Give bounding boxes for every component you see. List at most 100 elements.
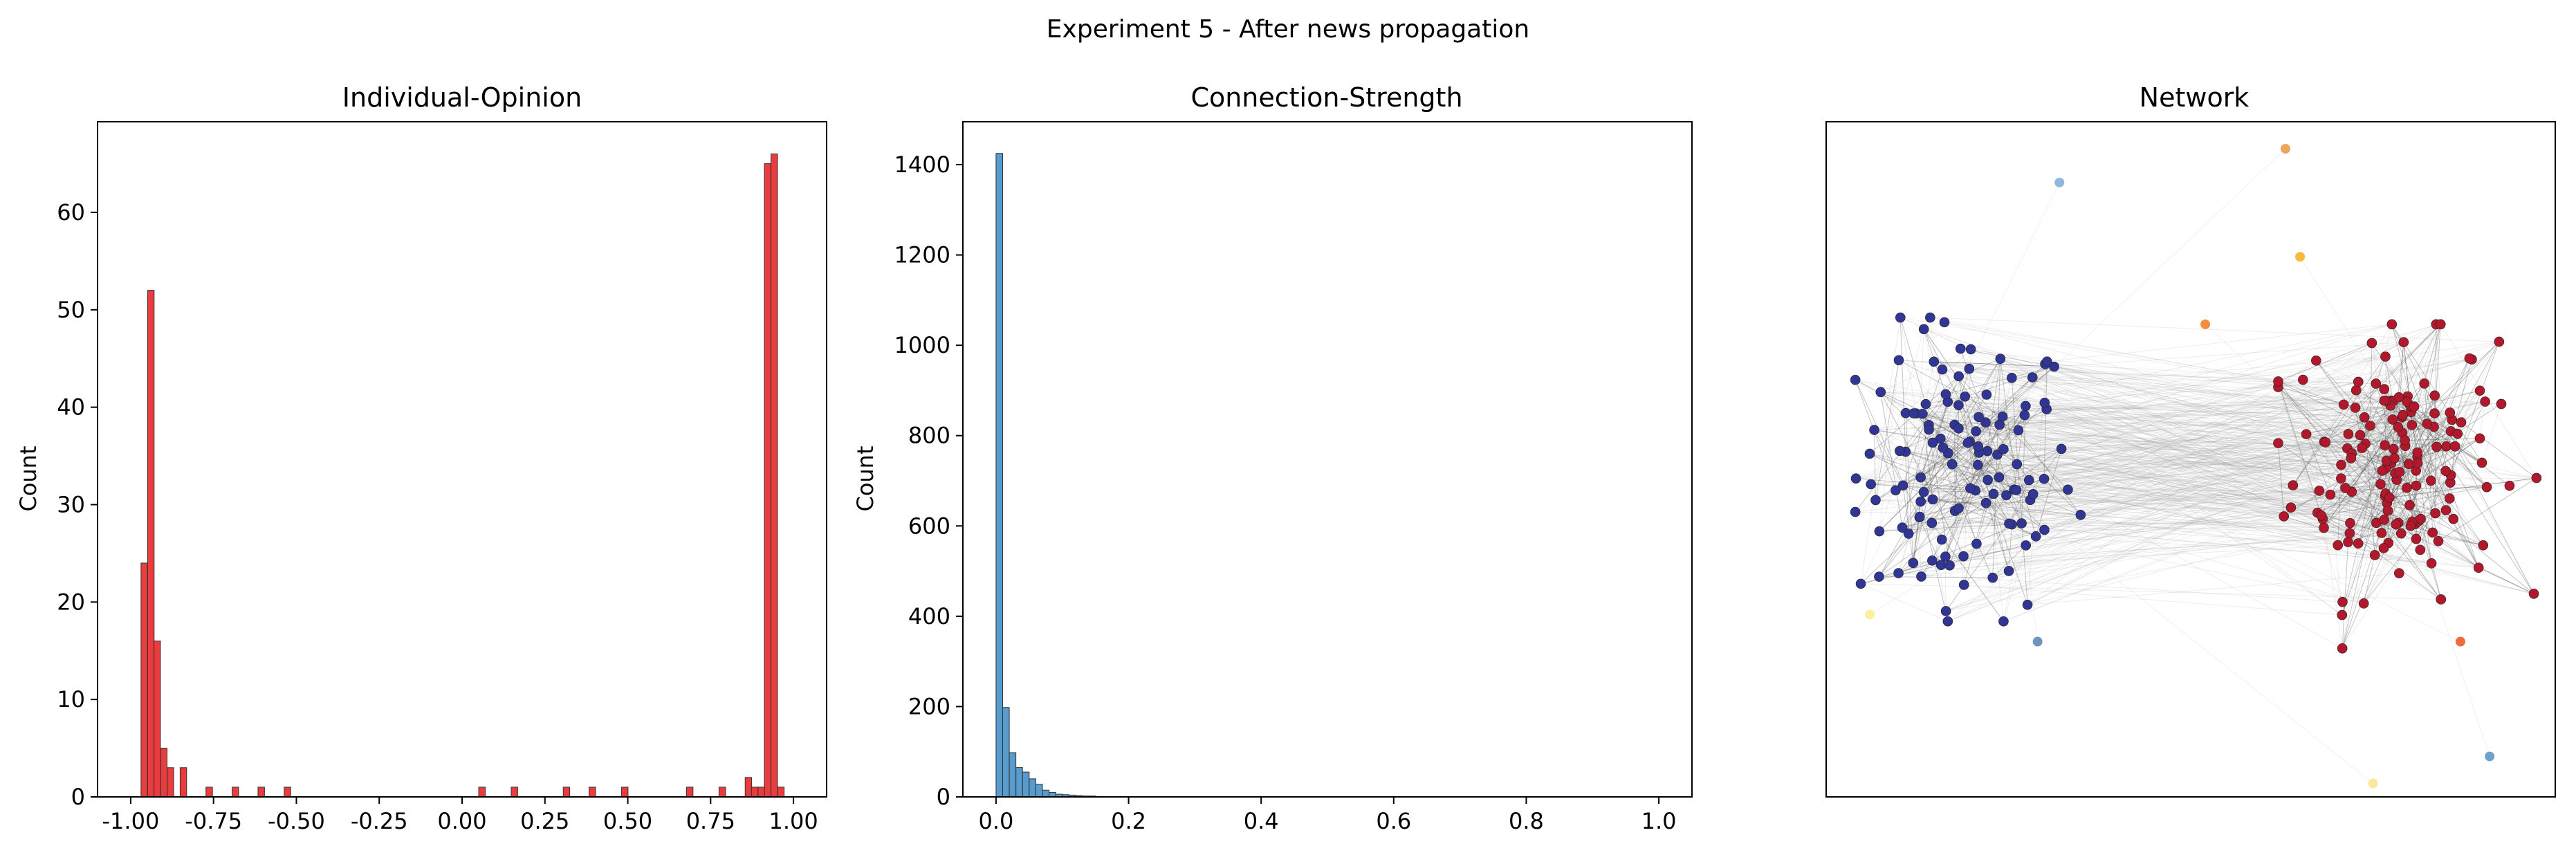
network-edge xyxy=(2411,425,2439,542)
network-node xyxy=(1958,580,1969,590)
network-node xyxy=(2445,407,2456,418)
network-edge xyxy=(1992,425,2371,578)
network-edge xyxy=(1920,478,2045,517)
network-node xyxy=(2411,533,2422,544)
network-edge xyxy=(2306,390,2481,435)
network-edge xyxy=(2342,401,2385,649)
network-edge xyxy=(2384,389,2413,425)
network-edge xyxy=(1855,422,1986,479)
network-edge xyxy=(2054,366,2395,459)
network-edge xyxy=(1929,429,2373,784)
network-node xyxy=(2433,535,2444,546)
opinion-bar xyxy=(751,787,759,798)
network-node xyxy=(2056,443,2067,454)
network-edge xyxy=(1869,489,2068,615)
opinion-bar xyxy=(589,787,596,798)
network-edge xyxy=(1945,412,2450,558)
network-node xyxy=(1869,425,1879,435)
network-edge xyxy=(1905,413,1914,563)
network-edge xyxy=(1978,464,2031,501)
network-node xyxy=(2427,527,2438,538)
network-chart-title: Network xyxy=(2140,82,2250,113)
network-node xyxy=(2444,493,2455,504)
network-edge xyxy=(2045,363,2322,516)
network-node xyxy=(1925,312,1935,323)
network-node xyxy=(1988,488,1999,499)
network-edge xyxy=(2033,493,2359,544)
network-edge xyxy=(2350,458,2413,522)
network-edge xyxy=(1941,452,1980,540)
network-edge xyxy=(2278,381,2322,516)
network-node xyxy=(2395,528,2407,539)
network-edge xyxy=(1895,390,2481,491)
network-edge xyxy=(1855,448,2394,513)
network-edge xyxy=(1923,452,1980,493)
network-edge xyxy=(1998,477,2321,516)
network-edge xyxy=(2021,405,2026,524)
network-node xyxy=(2027,489,2039,499)
opinion-x-tick-label: 0.25 xyxy=(520,808,569,834)
network-edge xyxy=(1942,512,2318,540)
network-edge xyxy=(2319,405,2391,491)
network-edge xyxy=(2292,416,2365,486)
network-edge xyxy=(2046,409,2451,432)
network-edge xyxy=(1932,359,2472,500)
network-edge xyxy=(1993,414,2403,495)
network-edge xyxy=(1940,438,2534,594)
opinion-bar xyxy=(510,787,518,798)
network-edge xyxy=(1947,441,2325,622)
network-edge xyxy=(1879,452,1980,577)
network-edge xyxy=(2330,494,2413,522)
network-node xyxy=(1980,417,1991,428)
network-node xyxy=(1962,437,1974,448)
network-edge xyxy=(1978,464,2324,520)
network-edge xyxy=(1920,501,2410,506)
network-edge xyxy=(2025,545,2039,642)
network-edge xyxy=(1976,431,2293,486)
opinion-x-tick-label: -0.50 xyxy=(268,808,325,834)
network-edge xyxy=(1898,523,2022,574)
network-edge xyxy=(2277,443,2285,517)
network-edge xyxy=(1992,522,2399,578)
network-node xyxy=(2409,401,2420,412)
network-node xyxy=(2358,598,2369,609)
strength-y-tick-label: 0 xyxy=(937,784,950,810)
strength-bar xyxy=(995,153,1003,798)
network-edge xyxy=(2292,381,2359,486)
network-edge xyxy=(2450,341,2500,476)
network-edge xyxy=(2061,381,2359,450)
network-node xyxy=(1965,344,1976,355)
network-node xyxy=(2404,499,2415,511)
network-edge xyxy=(1998,404,2344,478)
network-node-outlier xyxy=(2200,319,2211,329)
network-node xyxy=(2416,513,2426,524)
opinion-bar xyxy=(140,562,148,798)
network-edge xyxy=(2355,324,2441,408)
network-node xyxy=(1916,571,1926,582)
network-edge xyxy=(1999,405,2026,425)
network-node xyxy=(1958,551,1969,562)
network-edge xyxy=(2032,380,2279,495)
opinion-y-tick-label: 40 xyxy=(57,394,85,421)
network-edge xyxy=(2481,403,2502,463)
network-edge xyxy=(2357,381,2409,464)
figure-title: Experiment 5 - After news propagation xyxy=(1047,15,1529,44)
network-edge xyxy=(2325,433,2458,443)
network-edge xyxy=(1986,495,2385,504)
network-node xyxy=(2004,518,2014,529)
network-edge xyxy=(1952,463,2416,471)
network-edge xyxy=(1951,148,2286,465)
strength-histogram-bars xyxy=(995,153,1110,798)
network-edge xyxy=(2025,452,2418,546)
network-edge xyxy=(1993,493,2399,524)
network-edge xyxy=(1902,425,1929,528)
network-node xyxy=(1947,459,1958,470)
network-edge xyxy=(2047,361,2351,459)
network-edge xyxy=(1978,445,2416,525)
network-edge xyxy=(1902,369,1943,486)
network-edge xyxy=(2355,390,2375,555)
network-edge xyxy=(1922,413,2012,525)
network-node-outlier xyxy=(2032,636,2043,647)
network-edge xyxy=(1913,413,1922,577)
network-edge xyxy=(1902,485,2004,622)
